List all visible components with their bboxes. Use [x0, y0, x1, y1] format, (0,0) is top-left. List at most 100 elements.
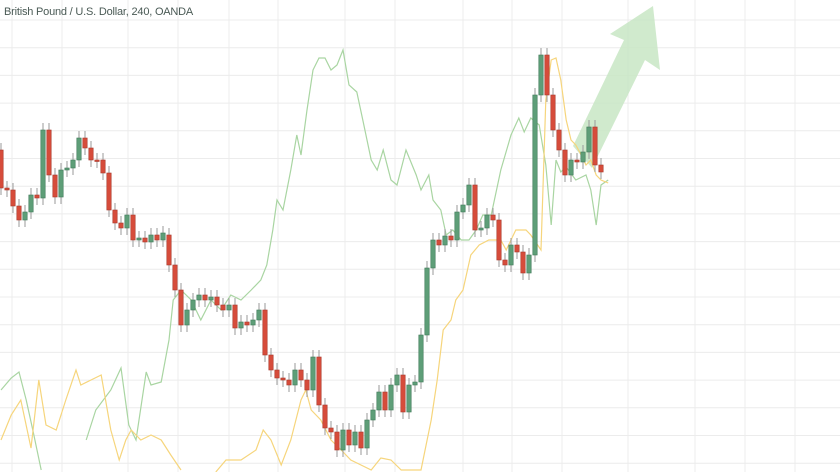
candle-down — [0, 149, 4, 189]
candle-down — [100, 159, 106, 174]
candle-down — [4, 187, 10, 191]
candle-down — [202, 294, 208, 301]
candle-up — [148, 234, 154, 243]
candle-down — [358, 431, 364, 449]
candle-up — [340, 429, 346, 451]
candle-up — [406, 384, 412, 413]
candle-down — [220, 304, 226, 311]
overlay-line — [215, 57, 609, 472]
candle-up — [226, 304, 232, 311]
candle-up — [292, 369, 298, 386]
candle-up — [478, 227, 484, 231]
candle-up — [484, 214, 490, 229]
candle-down — [88, 147, 94, 161]
candle-up — [466, 184, 472, 206]
candle-up — [238, 321, 244, 329]
candle-down — [112, 209, 118, 224]
candle-down — [472, 184, 478, 231]
candle-down — [574, 159, 580, 163]
candle-down — [34, 194, 40, 199]
candle-down — [52, 174, 58, 198]
candle-down — [298, 369, 304, 381]
candle-up — [196, 294, 202, 301]
candle-up — [136, 237, 142, 241]
candle-down — [232, 304, 238, 329]
candle-down — [106, 172, 112, 211]
candle-down — [592, 126, 598, 166]
candle-up — [586, 126, 592, 153]
candle-up — [184, 309, 190, 326]
candle-down — [142, 237, 148, 243]
candle-up — [256, 309, 262, 321]
candle-up — [22, 211, 28, 221]
candle-down — [382, 391, 388, 411]
candle-down — [322, 404, 328, 429]
candle-down — [514, 244, 520, 253]
candle-up — [364, 419, 370, 449]
candle-up — [388, 384, 394, 411]
candle-down — [16, 205, 22, 221]
chart-title: British Pound / U.S. Dollar, 240, OANDA — [4, 6, 194, 18]
candle-up — [58, 169, 64, 198]
candle-up — [526, 254, 532, 274]
overlay-line — [85, 47, 609, 443]
candle-up — [310, 356, 316, 391]
candle-down — [544, 54, 550, 96]
overlay-line — [0, 370, 42, 471]
candle-up — [430, 239, 436, 269]
candle-up — [40, 129, 46, 199]
candle-down — [400, 374, 406, 413]
candle-down — [556, 129, 562, 151]
candle-up — [352, 431, 358, 446]
candle-up — [460, 204, 466, 213]
candle-down — [550, 94, 556, 131]
candle-up — [412, 381, 418, 386]
candle-down — [490, 214, 496, 221]
candle-up — [454, 211, 460, 241]
candle-down — [562, 149, 568, 176]
candle-down — [286, 379, 292, 386]
candle-up — [376, 391, 382, 411]
candle-down — [280, 377, 286, 381]
candle-up — [580, 151, 586, 163]
candle-down — [346, 429, 352, 446]
candle-up — [424, 267, 430, 336]
candle-up — [190, 299, 196, 311]
candle-down — [10, 189, 16, 207]
candle-down — [118, 222, 124, 229]
candle-up — [394, 374, 400, 386]
candle-down — [214, 296, 220, 306]
candle-up — [124, 214, 130, 229]
candle-down — [436, 239, 442, 246]
candle-down — [166, 234, 172, 266]
candle-up — [64, 167, 70, 171]
candle-down — [520, 251, 526, 274]
candle-down — [328, 427, 334, 433]
candle-down — [274, 369, 280, 379]
candle-down — [334, 431, 340, 451]
candle-up — [28, 194, 34, 213]
candle-up — [76, 137, 82, 161]
candle-down — [172, 264, 178, 291]
candle-up — [208, 296, 214, 301]
candle-up — [532, 94, 538, 256]
candle-down — [130, 214, 136, 241]
candle-down — [316, 356, 322, 406]
candle-down — [502, 259, 508, 266]
candle-up — [370, 409, 376, 421]
candle-down — [244, 321, 250, 326]
candle-down — [46, 129, 52, 176]
candle-up — [508, 244, 514, 266]
candle-down — [448, 235, 454, 241]
candle-up — [538, 54, 544, 96]
candle-up — [418, 334, 424, 383]
candle-down — [268, 354, 274, 371]
candle-up — [250, 319, 256, 326]
candle-up — [160, 232, 166, 241]
candle-up — [442, 235, 448, 246]
candle-down — [304, 379, 310, 391]
overlay-line — [0, 368, 182, 471]
candle-down — [94, 159, 100, 162]
